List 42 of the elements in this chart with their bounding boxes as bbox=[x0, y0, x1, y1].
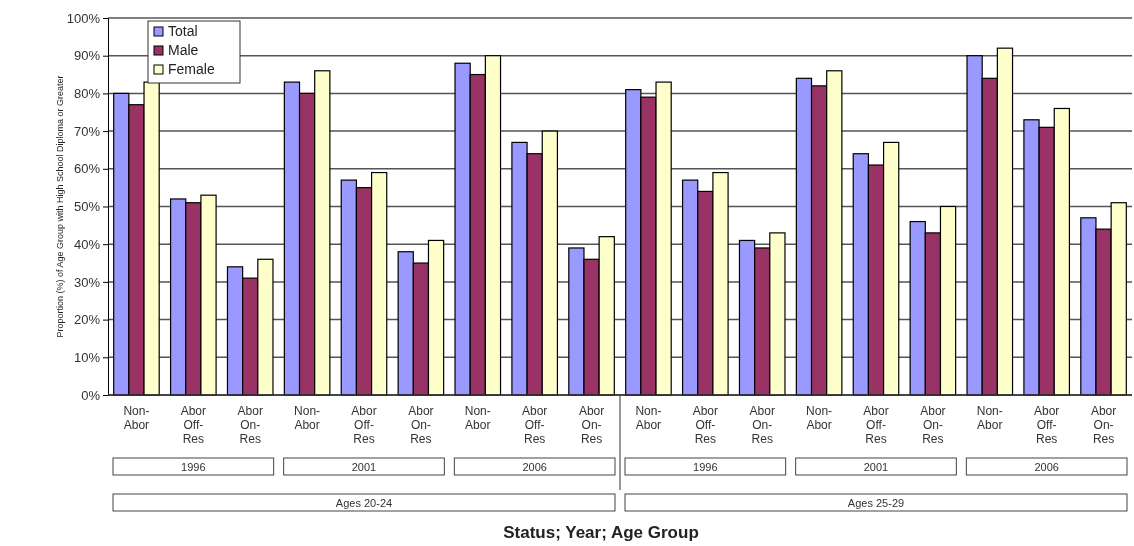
x-tick-label: Abor Off-Res bbox=[351, 404, 377, 446]
text: 2001 bbox=[351, 461, 377, 473]
y-tick-label: 10% bbox=[73, 349, 101, 365]
y-tick-label: 60% bbox=[73, 161, 101, 177]
x-tick-label: Abor Off-Res bbox=[521, 404, 548, 446]
x-tick-label: Abor On-Res bbox=[920, 404, 946, 446]
y-tick-label: 90% bbox=[73, 48, 101, 64]
x-tick-label: Non-Abor bbox=[123, 404, 150, 432]
x-tick-label: Abor Off-Res bbox=[692, 404, 719, 446]
x-tick-label: Non-Abor bbox=[635, 404, 662, 432]
text: 1996 bbox=[181, 461, 206, 473]
text: 2006 bbox=[1034, 461, 1059, 473]
text: 2006 bbox=[522, 461, 547, 473]
x-tick-label: Non-Abor bbox=[976, 404, 1003, 432]
legend-label: Male bbox=[168, 42, 199, 58]
text: Ages 20-24 bbox=[335, 497, 393, 509]
text: Ages 25-29 bbox=[847, 497, 905, 509]
x-tick-label: Abor On-Res bbox=[1090, 404, 1117, 446]
x-tick-label: Abor Off-Res bbox=[863, 404, 889, 446]
x-tick-label: Abor On-Res bbox=[578, 404, 605, 446]
y-tick-label: 80% bbox=[73, 86, 101, 102]
text: 2001 bbox=[863, 461, 889, 473]
y-tick-label: 0% bbox=[81, 387, 101, 403]
x-tick-label: Abor Off-Res bbox=[1033, 404, 1060, 446]
legend-label: Female bbox=[168, 61, 215, 77]
y-tick-label: 100% bbox=[66, 10, 101, 26]
x-tick-label: Abor On-Res bbox=[408, 404, 434, 446]
y-tick-label: 50% bbox=[73, 199, 101, 215]
x-tick-label: Non-Abor bbox=[464, 404, 491, 432]
text: 1996 bbox=[693, 461, 718, 473]
legend-label: Total bbox=[168, 23, 198, 39]
y-tick-label: 30% bbox=[73, 274, 101, 290]
y-tick-label: 20% bbox=[73, 312, 101, 328]
x-axis-title: Status; Year; Age Group bbox=[503, 523, 699, 542]
y-tick-label: 40% bbox=[73, 236, 101, 252]
y-tick-label: 70% bbox=[73, 123, 101, 139]
y-axis-title: Proportion (%) of Age Group with High School Diploma or Greater bbox=[55, 75, 65, 338]
x-tick-label: Abor On-Res bbox=[749, 404, 775, 446]
x-tick-label: Non-Abor bbox=[294, 404, 321, 432]
x-tick-label: Abor Off-Res bbox=[180, 404, 207, 446]
x-tick-label: Abor On-Res bbox=[237, 404, 263, 446]
x-tick-label: Non-Abor bbox=[806, 404, 833, 432]
